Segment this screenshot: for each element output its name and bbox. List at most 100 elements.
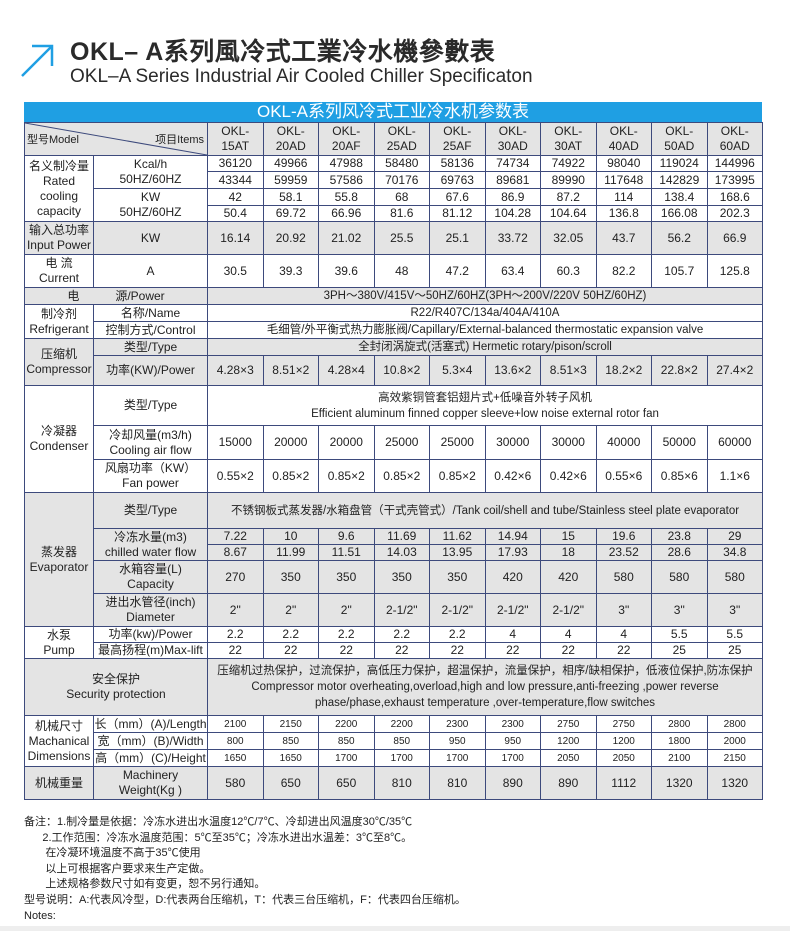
value-cell: 30000	[484, 425, 541, 460]
value-cell: 2.2	[373, 626, 430, 643]
value-cell: 70176	[373, 171, 430, 189]
value-cell: 34.8	[706, 544, 763, 561]
table-row: 控制方式/Control 毛细管/外平衡式热力膨胀阀/Capillary/Exte…	[25, 321, 763, 339]
value-cell: 11.99	[262, 544, 319, 561]
value-cell: 14.94	[484, 528, 541, 545]
value-cell: 48	[373, 254, 430, 288]
value-cell: 2-1/2"	[373, 593, 430, 627]
value-cell: 18	[540, 544, 597, 561]
table-row: 名义制冷量 Rated cooling capacity Kcal/h 50HZ/…	[24, 155, 763, 222]
items-label: 项目Items	[155, 134, 204, 146]
value-cell: 580	[207, 766, 264, 800]
value-cell: 5.5	[706, 626, 763, 643]
value-cell: 2050	[540, 749, 597, 767]
value-cell: 86.9	[484, 188, 541, 206]
model-header: OKL- 30AD	[484, 122, 541, 156]
table-row: 风扇功率（KW） Fan power 0.55×2 0.85×2 0.85×2 0.85…	[25, 459, 763, 493]
table-row: 宽（mm）(B)/Width 800 850 850 850 950 950 1200 1200…	[25, 732, 763, 750]
value-cell: 43344	[207, 171, 264, 189]
note-line: 备注：1.制冷量是依据：冷冻水进出水温度12℃/7℃、冷却进出风温度30℃/35…	[24, 816, 413, 828]
spanning-value: 全封闭涡旋式(活塞式) Hermetic rotary/pison/scroll	[207, 338, 763, 356]
group-label: 冷凝器 Condenser	[24, 385, 94, 493]
value-cell: 13.6×2	[484, 355, 541, 386]
value-cell: 2050	[595, 749, 652, 767]
value-cell: 40000	[595, 425, 652, 460]
model-header: OKL- 60AD	[706, 122, 763, 156]
note-line: 在冷凝环境温度不高于35℃使用	[24, 847, 201, 860]
value-cell: 3"	[595, 593, 652, 627]
value-cell: 2200	[318, 715, 375, 733]
value-cell: 25000	[429, 425, 486, 460]
value-cell: 168.6	[706, 188, 763, 206]
value-cell: 16.14	[207, 221, 264, 255]
value-cell: 7.22	[207, 528, 264, 545]
value-cell: 20000	[318, 425, 375, 460]
item-label: 类型/Type	[93, 492, 208, 529]
value-cell: 138.4	[651, 188, 708, 206]
item-label: Kcal/h 50HZ/60HZ	[93, 155, 208, 189]
value-cell: 2300	[484, 715, 541, 733]
table-row: 输入总功率 Input Power KW 16.14 20.92 21.02 25.5 25…	[24, 221, 763, 255]
value-cell: 2100	[651, 749, 708, 767]
group-label: 名义制冷量 Rated cooling capacity	[24, 155, 94, 222]
value-cell: 8.51×3	[540, 355, 597, 386]
value-cell: 950	[429, 732, 486, 750]
value-cell: 0.85×2	[262, 459, 319, 493]
table-row: 冷凝器 Condenser 类型/Type 高效紫铜管套铝翅片式+低噪音外转子风机 …	[24, 385, 763, 493]
table-row: 冷却风量(m3/h) Cooling air flow 15000 20000 200…	[25, 425, 763, 460]
model-items-header: 型号Model 项目Items	[24, 122, 208, 156]
value-cell: 1320	[651, 766, 708, 800]
table-row: 高（mm）(C)/Height 1650 1650 1700 1700 1700 1700 2…	[25, 749, 763, 767]
value-cell: 60.3	[540, 254, 597, 288]
value-cell: 104.64	[540, 205, 597, 222]
value-cell: 2-1/2"	[484, 593, 541, 627]
value-cell: 13.95	[429, 544, 486, 561]
value-cell: 4.28×4	[318, 355, 375, 386]
value-cell: 11.51	[318, 544, 375, 561]
value-cell: 650	[318, 766, 375, 800]
value-cell: 30000	[540, 425, 597, 460]
item-label: 进出水管径(inch) Diameter	[93, 593, 208, 627]
value-cell: 950	[484, 732, 541, 750]
item-label: 宽（mm）(B)/Width	[93, 732, 208, 750]
spanning-value: 压缩机过热保护，过流保护，高低压力保护，超温保护，流量保护，相序/缺相保护，低液…	[207, 658, 763, 716]
value-cell: 2"	[318, 593, 375, 627]
model-header: OKL- 15AT	[207, 122, 264, 156]
value-cell: 350	[429, 560, 486, 594]
value-cell: 1800	[651, 732, 708, 750]
value-cell: 8.67	[207, 544, 264, 561]
value-cell: 23.52	[595, 544, 652, 561]
value-cell: 810	[373, 766, 430, 800]
value-cell: 63.4	[484, 254, 541, 288]
value-cell: 56.2	[651, 221, 708, 255]
value-cell: 580	[595, 560, 652, 594]
value-cell: 350	[318, 560, 375, 594]
value-cell: 2-1/2"	[429, 593, 486, 627]
value-cell: 30.5	[207, 254, 264, 288]
value-cell: 142829	[651, 171, 708, 189]
value-cell: 59959	[262, 171, 319, 189]
value-cell: 5.5	[651, 626, 708, 643]
note-line: Notes:	[24, 909, 56, 922]
value-cell: 66.9	[706, 221, 763, 255]
model-header: OKL- 20AD	[262, 122, 319, 156]
value-cell: 650	[262, 766, 319, 800]
value-cell: 105.7	[651, 254, 708, 288]
value-cell: 10.8×2	[373, 355, 430, 386]
value-cell: 47.2	[429, 254, 486, 288]
value-cell: 66.96	[318, 205, 375, 222]
value-cell: 270	[207, 560, 264, 594]
value-cell: 144996	[706, 155, 763, 172]
value-cell: 2"	[262, 593, 319, 627]
model-header: OKL- 50AD	[651, 122, 708, 156]
value-cell: 125.8	[706, 254, 763, 288]
value-cell: 25.1	[429, 221, 486, 255]
group-label: 制冷剂 Refrigerant	[24, 304, 94, 339]
group-label: 水泵 Pump	[24, 626, 94, 659]
table-row: 电 流 Current A 30.5 39.3 39.6 48 47.2 63.4 60.3 82…	[24, 254, 763, 288]
model-header: OKL- 40AD	[595, 122, 652, 156]
value-cell: 36120	[207, 155, 264, 172]
value-cell: 11.62	[429, 528, 486, 545]
value-cell: 18.2×2	[595, 355, 652, 386]
note-line: 上述规格参数尺寸如有变更，恕不另行通知。	[24, 878, 266, 891]
